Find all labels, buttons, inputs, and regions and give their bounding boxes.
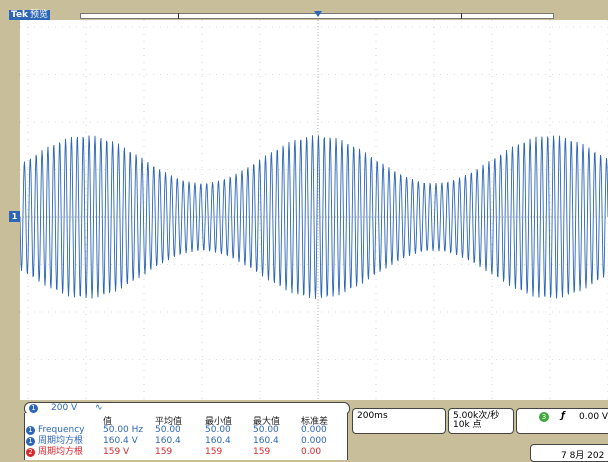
acquisition-mode-label: 预览 bbox=[30, 10, 49, 20]
measurement-value: 50.00 Hz bbox=[103, 425, 144, 435]
channel-1-ground-marker[interactable]: 1 bbox=[9, 211, 20, 222]
brand-text: Tek bbox=[11, 10, 29, 20]
measurement-min: 160.4 bbox=[205, 436, 231, 446]
record-view-window[interactable] bbox=[178, 13, 462, 19]
measurement-max: 159 bbox=[253, 447, 271, 457]
table-row: 1 Frequency 50.00 Hz 50.00 50.00 50.00 0… bbox=[25, 425, 349, 436]
measurement-value: 159 V bbox=[103, 447, 130, 457]
measurement-mean: 160.4 bbox=[155, 436, 181, 446]
measurement-channel-badge: 1 bbox=[26, 426, 35, 435]
channel-1-badge: 1 bbox=[29, 404, 38, 413]
table-row: 2 周期均方根 159 V 159 159 159 0.00 bbox=[25, 447, 349, 458]
waveform-display bbox=[20, 20, 608, 400]
measurement-name: 周期均方根 bbox=[38, 436, 84, 446]
measurement-name: Frequency bbox=[38, 425, 85, 435]
measurement-max: 160.4 bbox=[253, 436, 279, 446]
measurement-max: 50.00 bbox=[253, 425, 279, 435]
measurement-stddev: 0.00 bbox=[301, 447, 322, 457]
brand-logo: Tek 预览 bbox=[9, 10, 51, 20]
ac-coupling-icon: ∿ bbox=[95, 403, 103, 413]
measurement-min: 159 bbox=[205, 447, 223, 457]
waveform-graticule[interactable] bbox=[20, 20, 608, 400]
measurement-min: 50.00 bbox=[205, 425, 231, 435]
trigger-level: 0.00 V bbox=[579, 412, 608, 422]
channel-1-volts-per-div: 200 V bbox=[51, 403, 78, 413]
measurement-stddev: 0.000 bbox=[301, 436, 327, 446]
meas-header-min: 最小值 bbox=[205, 417, 233, 427]
horizontal-scale-readout[interactable]: 200ms bbox=[352, 408, 446, 434]
record-length: 10k 点 bbox=[453, 420, 482, 430]
measurement-mean: 159 bbox=[155, 447, 173, 457]
meas-header-mean: 平均值 bbox=[155, 417, 183, 427]
measurement-table[interactable]: 值 平均值 最小值 最大值 标准差 1 Frequency 50.00 Hz 5… bbox=[24, 413, 348, 460]
measurement-channel-badge: 1 bbox=[26, 437, 35, 446]
measurement-value: 160.4 V bbox=[103, 436, 138, 446]
sample-rate: 5.00k次/秒 bbox=[453, 411, 500, 421]
meas-header-stddev: 标准差 bbox=[301, 417, 329, 427]
channel-1-waveform bbox=[20, 135, 608, 299]
date-text: 7 8月 202 bbox=[561, 451, 605, 461]
table-row: 1 周期均方根 160.4 V 160.4 160.4 160.4 0.000 bbox=[25, 436, 349, 447]
top-status-bar: Tek 预览 bbox=[0, 0, 608, 20]
measurement-stddev: 0.000 bbox=[301, 425, 327, 435]
date-readout: 7 8月 202 bbox=[530, 444, 608, 462]
trigger-source-badge: 3 bbox=[539, 412, 549, 422]
time-per-div: 200ms bbox=[357, 411, 388, 421]
trigger-position-marker-icon[interactable] bbox=[314, 11, 322, 17]
trigger-readout[interactable]: 3 ƒ 0.00 V bbox=[516, 408, 608, 434]
meas-header-max: 最大值 bbox=[253, 417, 281, 427]
meas-header-value: 值 bbox=[103, 417, 113, 427]
acquisition-readout[interactable]: 5.00k次/秒 10k 点 bbox=[448, 408, 514, 434]
measurement-channel-badge: 2 bbox=[26, 448, 35, 457]
measurement-mean: 50.00 bbox=[155, 425, 181, 435]
measurement-name: 周期均方根 bbox=[38, 447, 84, 457]
rising-edge-icon: ƒ bbox=[561, 411, 565, 421]
